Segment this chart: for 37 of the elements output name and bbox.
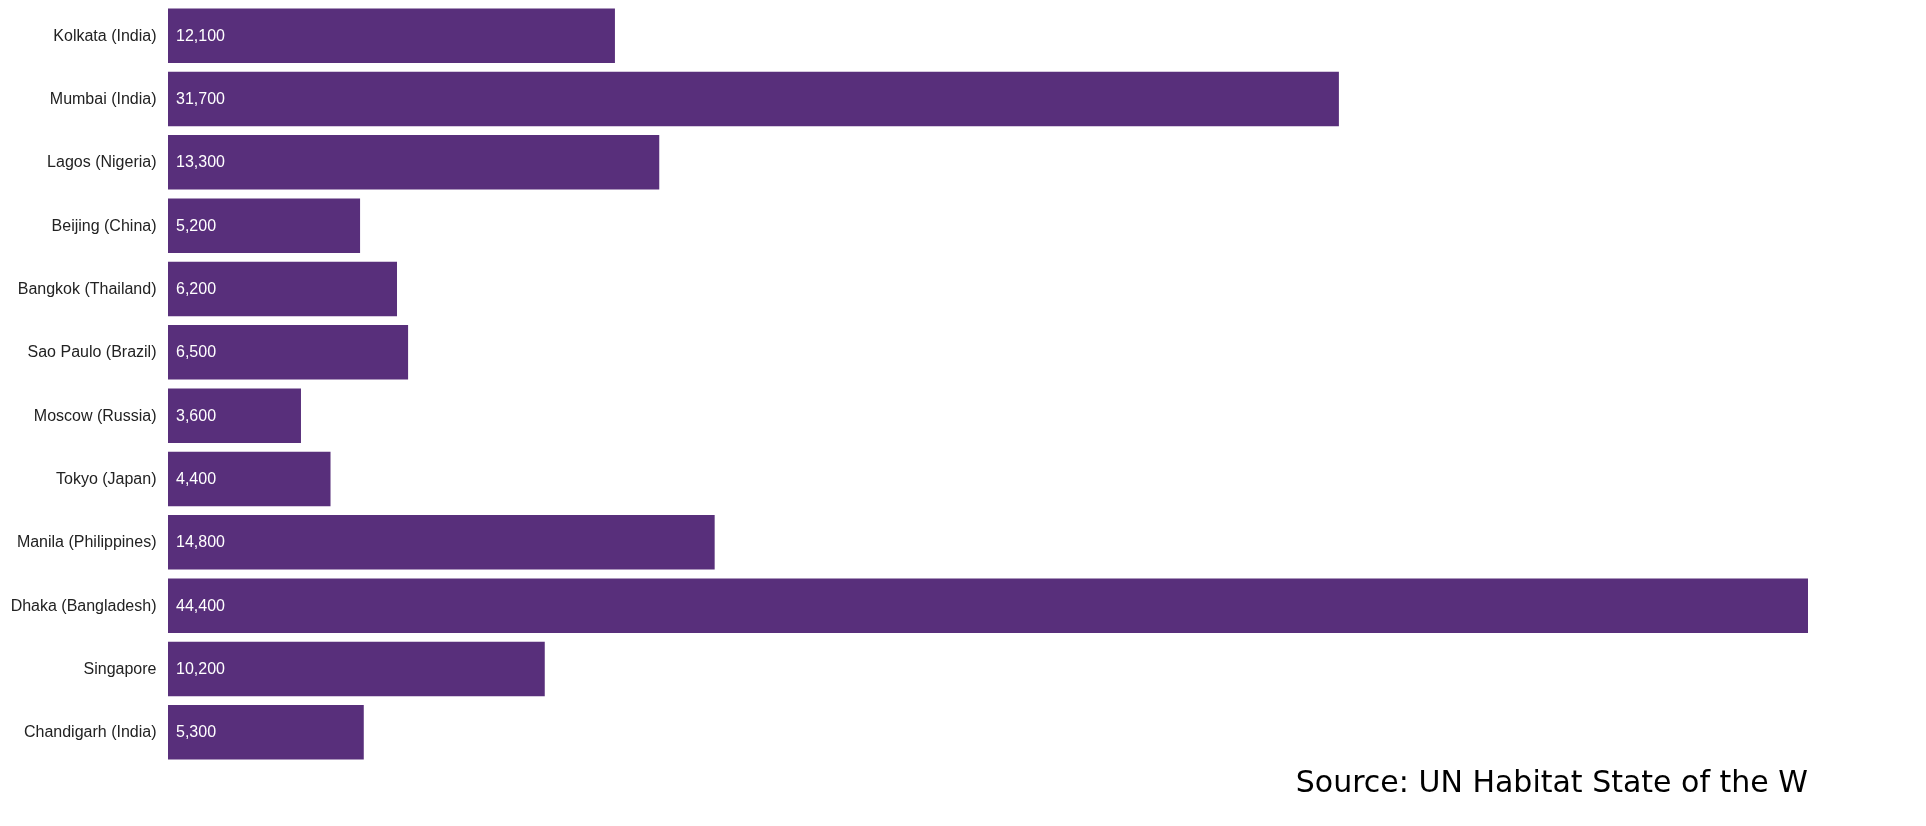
- bar: [168, 325, 409, 380]
- data-label: 12,100: [176, 26, 226, 44]
- y-tick-label: Chandigarh (India): [23, 723, 157, 741]
- y-tick-label: Singapore: [83, 660, 157, 677]
- bar: [168, 705, 364, 760]
- bar: [168, 451, 331, 507]
- data-label: 3,600: [176, 406, 217, 424]
- data-label: 10,200: [176, 660, 226, 677]
- annotation: Source: UN Habitat State of the W: [1295, 764, 1808, 799]
- data-label: 13,300: [176, 153, 226, 171]
- y-tick-label: Dhaka (Bangladesh): [10, 596, 157, 614]
- y-tick-label: Beijing (China): [51, 216, 157, 234]
- bar: [168, 515, 715, 570]
- bar: [168, 578, 1808, 633]
- bar: [168, 71, 1339, 127]
- data-label: 6,500: [176, 343, 217, 361]
- data-label: 5,200: [176, 216, 217, 234]
- bar: [168, 261, 398, 317]
- y-tick-label: Moscow (Russia): [33, 406, 157, 424]
- bar: [168, 388, 301, 443]
- bar: [168, 641, 545, 697]
- data-label: 31,700: [176, 90, 226, 107]
- y-tick-label: Kolkata (India): [53, 26, 157, 44]
- data-label: 44,400: [176, 596, 226, 614]
- data-label: 14,800: [176, 533, 226, 551]
- bar: [168, 198, 361, 253]
- bar: [168, 8, 615, 63]
- y-tick-label: Tokyo (Japan): [56, 470, 157, 487]
- y-tick-label: Manila (Philippines): [16, 533, 157, 551]
- y-tick-label: Sao Paulo (Brazil): [27, 343, 157, 361]
- y-tick-label: Bangkok (Thailand): [17, 280, 157, 297]
- data-label: 6,200: [176, 280, 217, 297]
- data-label: 4,400: [176, 470, 217, 487]
- data-label: 5,300: [176, 723, 217, 741]
- bar: [168, 135, 660, 190]
- y-tick-label: Lagos (Nigeria): [47, 153, 157, 171]
- y-tick-label: Mumbai (India): [49, 90, 157, 107]
